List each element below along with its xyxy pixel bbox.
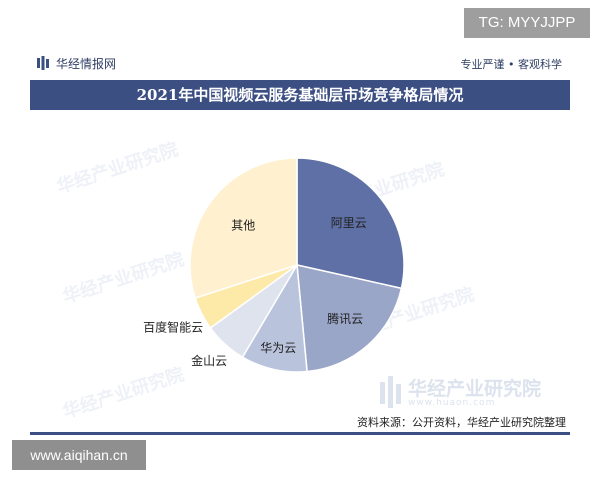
slice-label: 阿里云 — [331, 216, 367, 230]
source-note: 资料来源：公开资料，华经产业研究院整理 — [357, 416, 566, 429]
header-bar: 华经情报网 专业严谨 • 客观科学 — [20, 44, 580, 80]
infographic-card: 华经情报网 专业严谨 • 客观科学 2021年中国视频云服务基础层市场竞争格局情… — [20, 44, 580, 440]
slice-label: 百度智能云 — [143, 320, 203, 335]
site-watermark-tag: www.aiqihan.cn — [12, 440, 146, 470]
watermark-logo-icon — [380, 376, 401, 408]
pie-slice — [296, 264, 403, 373]
brand-name: 华经情报网 — [56, 56, 117, 71]
brand: 华经情报网 — [36, 54, 116, 72]
pie-slice — [189, 157, 298, 300]
corner-watermark: 华经产业研究院 www.huaon.com — [380, 374, 570, 414]
brand-logo-icon — [37, 56, 49, 70]
slice-label: 华为云 — [260, 341, 296, 355]
chart-title: 2021年中国视频云服务基础层市场竞争格局情况 — [30, 80, 570, 110]
telegram-watermark-tag: TG: MYYJJPP — [464, 8, 590, 38]
footer-rule — [30, 432, 570, 435]
pie-slice — [296, 157, 405, 290]
watermark-name: 华经产业研究院 — [408, 378, 542, 400]
plot-area: 华经产业研究院 华经产业研究院 华经产业研究院 华经产业研究院 华经产业研究院 … — [20, 114, 580, 423]
slogan: 专业严谨 • 客观科学 — [460, 58, 562, 71]
slice-label: 金山云 — [191, 353, 227, 368]
slice-label: 其他 — [231, 219, 255, 233]
watermark-url: www.huaon.com — [408, 398, 496, 408]
slice-label: 腾讯云 — [327, 311, 363, 326]
